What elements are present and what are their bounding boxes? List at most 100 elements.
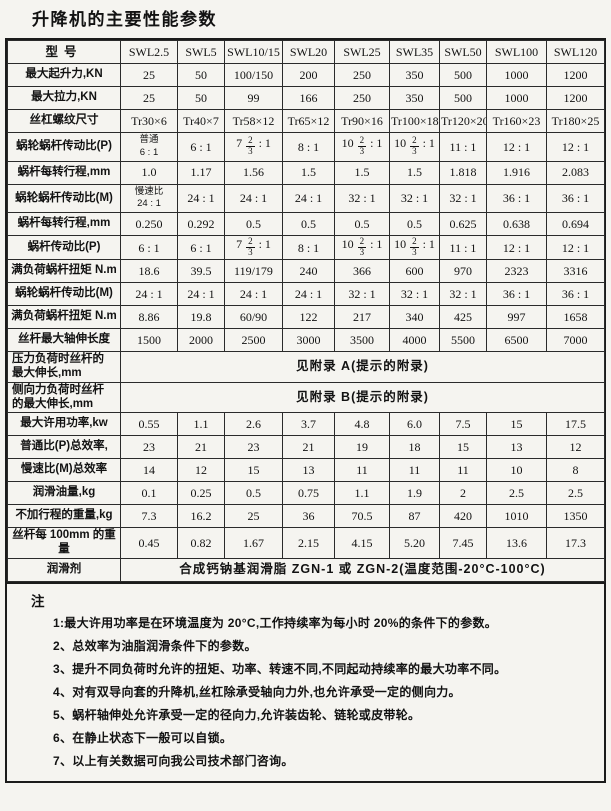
value-cell: 1010 (486, 504, 547, 529)
row-label: 最大拉力,KN (7, 86, 121, 110)
table-row: 蜗轮蜗杆传动比(M) 24 : 1 24 : 1 24 : 1 24 : 1 32 : 1… (7, 282, 605, 307)
value-cell: 18 (389, 435, 440, 460)
value-cell: 1.9 (389, 481, 440, 506)
value-cell: 17.3 (546, 527, 605, 559)
value-cell: 21 (177, 435, 225, 460)
value-cell: 23 (120, 435, 178, 460)
notes-title: 注 (31, 593, 45, 609)
value-cell: 0.250 (120, 212, 178, 237)
table-header-row: 型号 SWL2.5 SWL5 SWL10/15 SWL20 SWL25 SWL35 SWL50… (7, 40, 605, 64)
row-label: 满负荷蜗杆扭矩 N.m (7, 305, 121, 330)
table-row: 丝杠螺纹尺寸 Tr30×6 Tr40×7 Tr58×12 Tr65×12 Tr90×16 T… (7, 109, 605, 133)
value-cell: 2000 (177, 328, 225, 353)
value-cell: 8 : 1 (282, 235, 335, 261)
value-cell: 50 (177, 63, 225, 87)
value-cell: 32 : 1 (389, 183, 440, 214)
value-cell: 慢速比 24 : 1 (120, 183, 178, 214)
value-cell: 500 (439, 86, 487, 110)
value-cell: 3500 (334, 328, 390, 353)
column-header: SWL120 (546, 40, 605, 64)
value-cell: 8.86 (120, 305, 178, 330)
spec-table-frame: 型号 SWL2.5 SWL5 SWL10/15 SWL20 SWL25 SWL35 SWL50… (5, 38, 606, 783)
value-cell: 13 (282, 458, 335, 483)
value-cell: 0.292 (177, 212, 225, 237)
value-cell: 23 (224, 435, 283, 460)
value-cell: 122 (282, 305, 335, 330)
note-item: 6、在静止状态下一般可以自锁。 (53, 730, 233, 745)
row-label: 压力负荷时丝杆的 最大伸长,mm (7, 351, 121, 383)
merged-value-cell: 见附录 A(提示的附录) (120, 351, 605, 383)
note-item: 1:最大许用功率是在环境温度为 20°C,工作持续率为每小时 20%的条件下的参… (53, 615, 498, 630)
value-cell: Tr100×18 (389, 109, 440, 133)
value-cell: 12 (177, 458, 225, 483)
value-cell: 11 : 1 (439, 235, 487, 261)
value-cell: 250 (334, 86, 390, 110)
column-header: SWL50 (439, 40, 487, 64)
column-header: SWL5 (177, 40, 225, 64)
table-row: 丝杆最大轴伸长度 1500 2000 2500 3000 3500 4000 5500 6500… (7, 328, 605, 353)
value-cell: 1000 (486, 63, 547, 87)
value-cell: 24 : 1 (177, 282, 225, 307)
value-cell: 1.67 (224, 527, 283, 559)
value-cell: 0.638 (486, 212, 547, 237)
value-cell: 10 (486, 458, 547, 483)
value-cell: 36 : 1 (486, 183, 547, 214)
row-label: 最大起升力,KN (7, 63, 121, 87)
value-cell: 3.7 (282, 412, 335, 437)
value-cell: 36 : 1 (546, 183, 605, 214)
value-cell: 7.45 (439, 527, 487, 559)
value-cell: 11 : 1 (439, 132, 487, 162)
value-cell: 0.82 (177, 527, 225, 559)
notes-section: 注 1:最大许用功率是在环境温度为 20°C,工作持续率为每小时 20%的条件下… (7, 581, 604, 781)
value-cell: 19.8 (177, 305, 225, 330)
value-cell: 1.1 (334, 481, 390, 506)
row-label: 润滑油量,kg (7, 481, 121, 506)
value-cell: 217 (334, 305, 390, 330)
value-cell: 70.5 (334, 504, 390, 529)
value-cell: 166 (282, 86, 335, 110)
value-cell: 8 : 1 (282, 132, 335, 162)
value-cell: 13.6 (486, 527, 547, 559)
row-label: 不加行程的重量,kg (7, 504, 121, 529)
value-cell: 1.5 (282, 160, 335, 185)
value-cell: 2.5 (486, 481, 547, 506)
row-label: 润滑剂 (7, 557, 121, 582)
value-cell: 1.0 (120, 160, 178, 185)
value-cell: 12 : 1 (486, 235, 547, 261)
value-cell: 2.083 (546, 160, 605, 185)
value-cell: Tr30×6 (120, 109, 178, 133)
value-cell: 1000 (486, 86, 547, 110)
value-cell: 1200 (546, 63, 605, 87)
value-cell: 0.55 (120, 412, 178, 437)
spec-table: 型号 SWL2.5 SWL5 SWL10/15 SWL20 SWL25 SWL35 SWL50… (7, 40, 605, 582)
value-cell: 500 (439, 63, 487, 87)
value-cell: 25 (120, 63, 178, 87)
value-cell: 0.25 (177, 481, 225, 506)
column-header: SWL20 (282, 40, 335, 64)
value-cell: 25 (120, 86, 178, 110)
value-cell: 11 (439, 458, 487, 483)
column-header: SWL2.5 (120, 40, 178, 64)
value-cell: 36 (282, 504, 335, 529)
value-cell: 32 : 1 (334, 183, 390, 214)
row-label: 满负荷蜗杆扭矩 N.m (7, 259, 121, 284)
value-cell: 0.5 (334, 212, 390, 237)
value-cell: 7000 (546, 328, 605, 353)
value-cell: 0.5 (224, 212, 283, 237)
value-cell: 24 : 1 (224, 183, 283, 214)
merged-value-cell: 见附录 B(提示的附录) (120, 381, 605, 414)
value-cell: 1500 (120, 328, 178, 353)
value-cell: 39.5 (177, 259, 225, 284)
value-cell: 0.5 (282, 212, 335, 237)
row-label: 普通比(P)总效率, (7, 435, 121, 460)
value-cell: 340 (389, 305, 440, 330)
value-cell: 2.6 (224, 412, 283, 437)
value-cell: 15 (439, 435, 487, 460)
table-row: 最大拉力,KN 25 50 99 166 250 350 500 1000 1200 (7, 86, 605, 110)
